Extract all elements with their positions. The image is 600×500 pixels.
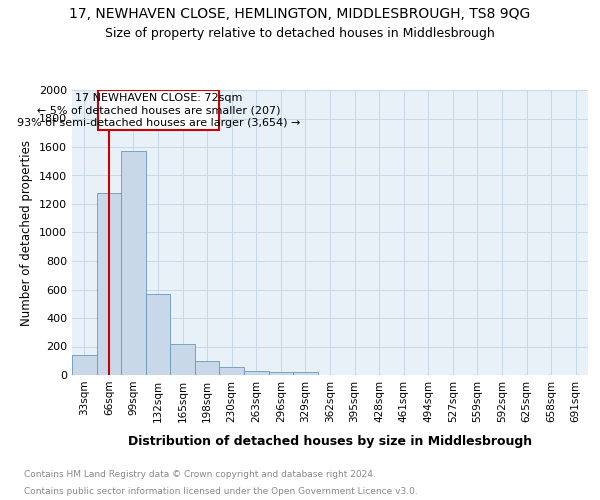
Bar xyxy=(98,90,220,130)
Bar xyxy=(146,294,170,375)
Text: 93% of semi-detached houses are larger (3,654) →: 93% of semi-detached houses are larger (… xyxy=(17,118,301,128)
Text: ← 5% of detached houses are smaller (207): ← 5% of detached houses are smaller (207… xyxy=(37,106,280,116)
Bar xyxy=(293,372,318,375)
Text: Size of property relative to detached houses in Middlesbrough: Size of property relative to detached ho… xyxy=(105,28,495,40)
Text: 17, NEWHAVEN CLOSE, HEMLINGTON, MIDDLESBROUGH, TS8 9QG: 17, NEWHAVEN CLOSE, HEMLINGTON, MIDDLESB… xyxy=(70,8,530,22)
Bar xyxy=(170,344,195,375)
Bar xyxy=(72,355,97,375)
Bar xyxy=(121,152,146,375)
Bar xyxy=(195,361,220,375)
Text: Contains HM Land Registry data © Crown copyright and database right 2024.: Contains HM Land Registry data © Crown c… xyxy=(24,470,376,479)
Text: Distribution of detached houses by size in Middlesbrough: Distribution of detached houses by size … xyxy=(128,435,532,448)
Bar xyxy=(269,372,293,375)
Y-axis label: Number of detached properties: Number of detached properties xyxy=(20,140,34,326)
Bar xyxy=(244,370,269,375)
Text: 17 NEWHAVEN CLOSE: 72sqm: 17 NEWHAVEN CLOSE: 72sqm xyxy=(75,93,242,103)
Bar xyxy=(220,367,244,375)
Bar xyxy=(97,192,121,375)
Text: Contains public sector information licensed under the Open Government Licence v3: Contains public sector information licen… xyxy=(24,488,418,496)
